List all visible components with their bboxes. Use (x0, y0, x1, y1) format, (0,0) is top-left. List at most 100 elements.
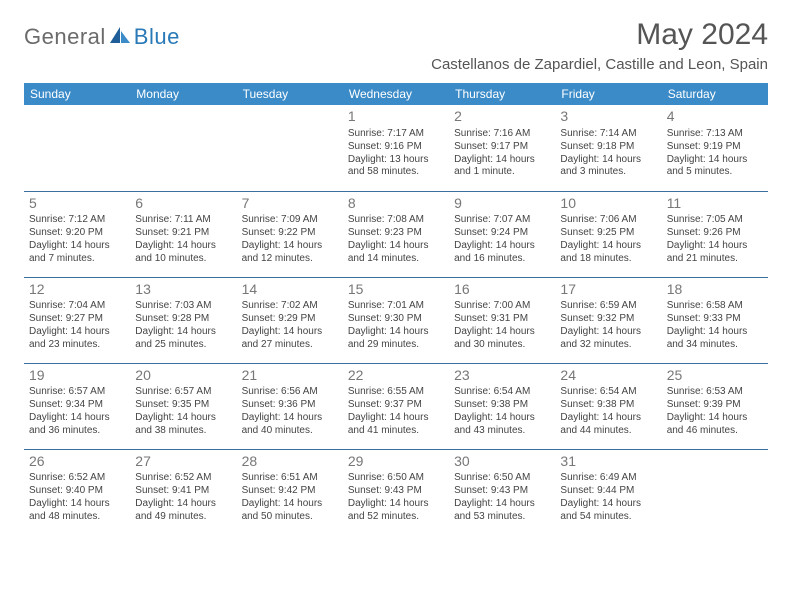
sunrise-text: Sunrise: 6:52 AM (29, 472, 125, 485)
calendar-cell: 8Sunrise: 7:08 AMSunset: 9:23 PMDaylight… (343, 191, 449, 277)
sunrise-text: Sunrise: 7:05 AM (667, 214, 763, 227)
daylight-text: Daylight: 14 hours and 44 minutes. (560, 412, 656, 438)
daylight-text: Daylight: 14 hours and 38 minutes. (135, 412, 231, 438)
sunrise-text: Sunrise: 7:07 AM (454, 214, 550, 227)
sunrise-text: Sunrise: 7:17 AM (348, 128, 444, 141)
day-number: 29 (348, 453, 444, 471)
sunrise-text: Sunrise: 6:51 AM (242, 472, 338, 485)
weekday-header: Friday (555, 83, 661, 105)
sunrise-text: Sunrise: 6:54 AM (454, 386, 550, 399)
daylight-text: Daylight: 14 hours and 50 minutes. (242, 498, 338, 524)
sunset-text: Sunset: 9:28 PM (135, 313, 231, 326)
calendar-cell (662, 449, 768, 535)
day-number: 17 (560, 281, 656, 299)
location-subtitle: Castellanos de Zapardiel, Castille and L… (431, 56, 768, 73)
page-header: General Blue May 2024 Castellanos de Zap… (24, 18, 768, 73)
sunset-text: Sunset: 9:27 PM (29, 313, 125, 326)
weekday-header: Thursday (449, 83, 555, 105)
sunrise-text: Sunrise: 7:01 AM (348, 300, 444, 313)
sunset-text: Sunset: 9:43 PM (348, 485, 444, 498)
daylight-text: Daylight: 14 hours and 54 minutes. (560, 498, 656, 524)
sunset-text: Sunset: 9:37 PM (348, 399, 444, 412)
sunrise-text: Sunrise: 6:56 AM (242, 386, 338, 399)
daylight-text: Daylight: 14 hours and 48 minutes. (29, 498, 125, 524)
day-number: 31 (560, 453, 656, 471)
sunrise-text: Sunrise: 7:02 AM (242, 300, 338, 313)
sunrise-text: Sunrise: 6:53 AM (667, 386, 763, 399)
day-number: 25 (667, 367, 763, 385)
daylight-text: Daylight: 14 hours and 30 minutes. (454, 326, 550, 352)
sunset-text: Sunset: 9:34 PM (29, 399, 125, 412)
sunset-text: Sunset: 9:38 PM (560, 399, 656, 412)
sunset-text: Sunset: 9:19 PM (667, 141, 763, 154)
sunrise-text: Sunrise: 6:54 AM (560, 386, 656, 399)
calendar-cell: 5Sunrise: 7:12 AMSunset: 9:20 PMDaylight… (24, 191, 130, 277)
calendar-cell: 23Sunrise: 6:54 AMSunset: 9:38 PMDayligh… (449, 363, 555, 449)
day-number: 9 (454, 195, 550, 213)
calendar-cell: 12Sunrise: 7:04 AMSunset: 9:27 PMDayligh… (24, 277, 130, 363)
daylight-text: Daylight: 14 hours and 18 minutes. (560, 240, 656, 266)
day-number: 28 (242, 453, 338, 471)
day-number: 6 (135, 195, 231, 213)
calendar-cell: 24Sunrise: 6:54 AMSunset: 9:38 PMDayligh… (555, 363, 661, 449)
sunrise-text: Sunrise: 6:58 AM (667, 300, 763, 313)
day-number: 7 (242, 195, 338, 213)
daylight-text: Daylight: 14 hours and 40 minutes. (242, 412, 338, 438)
calendar-cell: 31Sunrise: 6:49 AMSunset: 9:44 PMDayligh… (555, 449, 661, 535)
calendar-cell: 13Sunrise: 7:03 AMSunset: 9:28 PMDayligh… (130, 277, 236, 363)
sunrise-text: Sunrise: 6:49 AM (560, 472, 656, 485)
day-number: 3 (560, 108, 656, 126)
calendar-cell: 6Sunrise: 7:11 AMSunset: 9:21 PMDaylight… (130, 191, 236, 277)
sunset-text: Sunset: 9:25 PM (560, 227, 656, 240)
calendar-cell: 30Sunrise: 6:50 AMSunset: 9:43 PMDayligh… (449, 449, 555, 535)
sunrise-text: Sunrise: 7:13 AM (667, 128, 763, 141)
day-number: 20 (135, 367, 231, 385)
day-number: 2 (454, 108, 550, 126)
calendar-cell (130, 105, 236, 191)
weekday-header: Saturday (662, 83, 768, 105)
sunrise-text: Sunrise: 7:08 AM (348, 214, 444, 227)
calendar-table: Sunday Monday Tuesday Wednesday Thursday… (24, 83, 768, 535)
weekday-header: Tuesday (237, 83, 343, 105)
day-number: 24 (560, 367, 656, 385)
weekday-header: Wednesday (343, 83, 449, 105)
calendar-cell: 3Sunrise: 7:14 AMSunset: 9:18 PMDaylight… (555, 105, 661, 191)
day-number: 21 (242, 367, 338, 385)
daylight-text: Daylight: 14 hours and 36 minutes. (29, 412, 125, 438)
logo-text-blue: Blue (134, 24, 180, 50)
calendar-cell: 25Sunrise: 6:53 AMSunset: 9:39 PMDayligh… (662, 363, 768, 449)
calendar-row: 19Sunrise: 6:57 AMSunset: 9:34 PMDayligh… (24, 363, 768, 449)
day-number: 22 (348, 367, 444, 385)
weekday-header: Sunday (24, 83, 130, 105)
calendar-cell: 7Sunrise: 7:09 AMSunset: 9:22 PMDaylight… (237, 191, 343, 277)
sunrise-text: Sunrise: 6:57 AM (29, 386, 125, 399)
day-number: 30 (454, 453, 550, 471)
calendar-cell: 1Sunrise: 7:17 AMSunset: 9:16 PMDaylight… (343, 105, 449, 191)
day-number: 14 (242, 281, 338, 299)
calendar-cell: 18Sunrise: 6:58 AMSunset: 9:33 PMDayligh… (662, 277, 768, 363)
sunset-text: Sunset: 9:22 PM (242, 227, 338, 240)
day-number: 26 (29, 453, 125, 471)
sunset-text: Sunset: 9:42 PM (242, 485, 338, 498)
calendar-cell (24, 105, 130, 191)
calendar-cell: 15Sunrise: 7:01 AMSunset: 9:30 PMDayligh… (343, 277, 449, 363)
sunset-text: Sunset: 9:40 PM (29, 485, 125, 498)
sunset-text: Sunset: 9:17 PM (454, 141, 550, 154)
calendar-cell: 11Sunrise: 7:05 AMSunset: 9:26 PMDayligh… (662, 191, 768, 277)
sunrise-text: Sunrise: 7:09 AM (242, 214, 338, 227)
day-number: 5 (29, 195, 125, 213)
weekday-header: Monday (130, 83, 236, 105)
daylight-text: Daylight: 14 hours and 7 minutes. (29, 240, 125, 266)
sunrise-text: Sunrise: 7:16 AM (454, 128, 550, 141)
calendar-page: General Blue May 2024 Castellanos de Zap… (0, 0, 792, 547)
day-number: 23 (454, 367, 550, 385)
sunrise-text: Sunrise: 6:57 AM (135, 386, 231, 399)
sunrise-text: Sunrise: 6:55 AM (348, 386, 444, 399)
daylight-text: Daylight: 14 hours and 52 minutes. (348, 498, 444, 524)
sunset-text: Sunset: 9:21 PM (135, 227, 231, 240)
sunset-text: Sunset: 9:18 PM (560, 141, 656, 154)
sunset-text: Sunset: 9:20 PM (29, 227, 125, 240)
daylight-text: Daylight: 14 hours and 21 minutes. (667, 240, 763, 266)
daylight-text: Daylight: 14 hours and 53 minutes. (454, 498, 550, 524)
sunrise-text: Sunrise: 7:14 AM (560, 128, 656, 141)
